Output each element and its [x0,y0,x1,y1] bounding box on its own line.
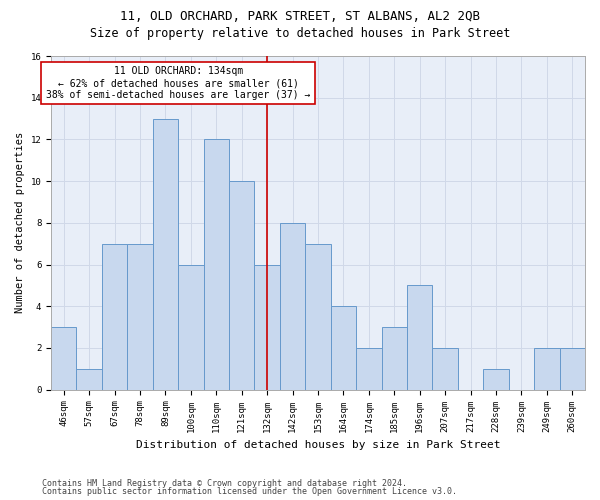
Text: 11, OLD ORCHARD, PARK STREET, ST ALBANS, AL2 2QB: 11, OLD ORCHARD, PARK STREET, ST ALBANS,… [120,10,480,23]
Bar [254,264,280,390]
Bar [433,348,458,390]
Bar [407,286,433,390]
Bar [153,118,178,390]
Bar [560,348,585,390]
Bar [76,369,102,390]
Bar [51,327,76,390]
Bar [331,306,356,390]
Text: 11 OLD ORCHARD: 134sqm
← 62% of detached houses are smaller (61)
38% of semi-det: 11 OLD ORCHARD: 134sqm ← 62% of detached… [46,66,310,100]
Bar [534,348,560,390]
Bar [229,181,254,390]
Y-axis label: Number of detached properties: Number of detached properties [15,132,25,314]
Bar [280,223,305,390]
Bar [127,244,153,390]
Bar [203,140,229,390]
X-axis label: Distribution of detached houses by size in Park Street: Distribution of detached houses by size … [136,440,500,450]
Text: Size of property relative to detached houses in Park Street: Size of property relative to detached ho… [90,28,510,40]
Text: Contains public sector information licensed under the Open Government Licence v3: Contains public sector information licen… [42,487,457,496]
Text: Contains HM Land Registry data © Crown copyright and database right 2024.: Contains HM Land Registry data © Crown c… [42,478,407,488]
Bar [356,348,382,390]
Bar [305,244,331,390]
Bar [178,264,203,390]
Bar [102,244,127,390]
Bar [483,369,509,390]
Bar [382,327,407,390]
